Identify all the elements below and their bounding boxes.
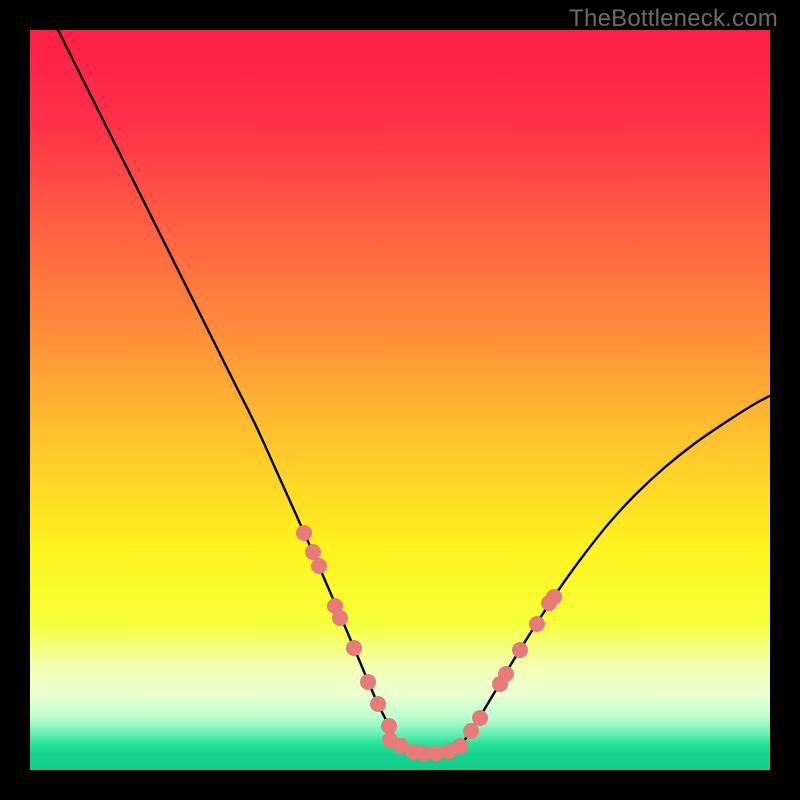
marker-dot (498, 666, 514, 682)
marker-dot (360, 674, 376, 690)
marker-dot (472, 710, 488, 726)
marker-dot (296, 525, 312, 541)
marker-dot (452, 738, 468, 754)
watermark-text: TheBottleneck.com (569, 5, 778, 33)
frame-right (770, 0, 800, 800)
markers-layer (0, 0, 800, 800)
marker-dot (332, 610, 348, 626)
chart-stage: TheBottleneck.com (0, 0, 800, 800)
marker-dot (529, 616, 545, 632)
marker-dot (311, 558, 327, 574)
marker-dot (346, 640, 362, 656)
frame-bottom (0, 770, 800, 800)
marker-dot (512, 642, 528, 658)
marker-dot (370, 696, 386, 712)
frame-left (0, 0, 30, 800)
marker-dot (546, 589, 562, 605)
